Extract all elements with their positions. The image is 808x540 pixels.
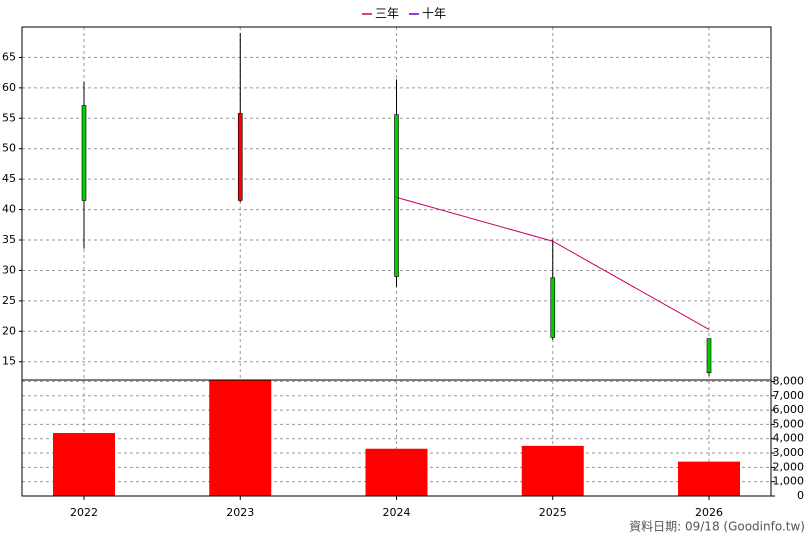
legend-label: 三年 <box>375 7 399 21</box>
plot-frame <box>21 26 772 497</box>
x-tick-label: 2023 <box>226 506 254 519</box>
y2-tick-label: 8,000 <box>773 374 805 387</box>
y2-tick-label: 0 <box>797 489 804 502</box>
y-tick-label: 20 <box>2 324 16 337</box>
y-tick-label: 55 <box>2 111 16 124</box>
candle-body <box>706 338 712 373</box>
y2-tick-label: 2,000 <box>773 460 805 473</box>
x-tick-label: 2025 <box>539 506 567 519</box>
line-series <box>396 196 710 330</box>
y-tick-label: 35 <box>2 233 16 246</box>
y2-tick-label: 3,000 <box>773 446 805 459</box>
volume-bar <box>365 448 428 496</box>
y2-tick-label: 4,000 <box>773 432 805 445</box>
y-tick-label: 45 <box>2 172 16 185</box>
candle-body <box>550 277 556 338</box>
x-tick-label: 2026 <box>695 506 723 519</box>
y-tick-label: 50 <box>2 142 16 155</box>
y2-tick-label: 7,000 <box>773 389 805 402</box>
volume-bar <box>209 380 272 496</box>
candle-body <box>237 113 243 201</box>
volume-bar <box>53 432 115 496</box>
note: 資料日期: 09/18 (Goodinfo.tw) <box>629 520 805 534</box>
candle-body <box>394 114 399 277</box>
candle-body <box>81 105 87 201</box>
y-tick-label: 25 <box>2 294 16 307</box>
y-tick-label: 40 <box>2 203 16 216</box>
x-tick-label: 2022 <box>70 506 98 519</box>
y2-tick-label: 1,000 <box>773 475 805 488</box>
y-tick-label: 30 <box>2 263 16 276</box>
volume-bar <box>521 445 584 496</box>
x-tick-label: 2024 <box>383 506 411 519</box>
y-tick-label: 65 <box>2 50 16 63</box>
legend-label: 十年 <box>422 7 446 21</box>
y-tick-label: 15 <box>2 355 16 368</box>
y2-tick-label: 6,000 <box>773 403 805 416</box>
y-tick-label: 60 <box>2 81 16 94</box>
y2-tick-label: 5,000 <box>773 417 805 430</box>
volume-bar <box>678 461 740 496</box>
